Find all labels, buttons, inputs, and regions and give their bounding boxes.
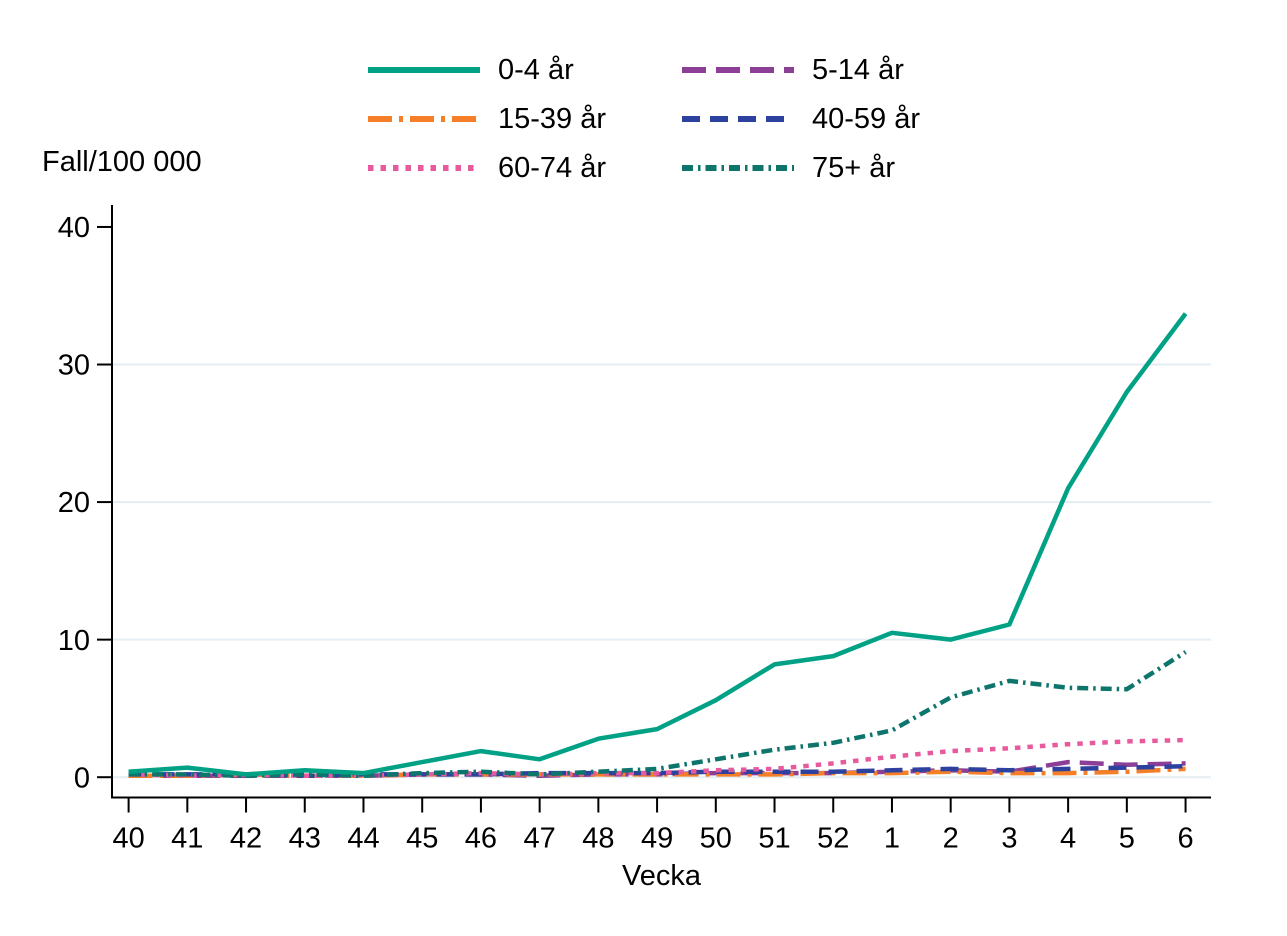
x-tick-label: 4 bbox=[1060, 823, 1076, 855]
x-tick-label: 6 bbox=[1177, 823, 1193, 855]
legend-label: 5-14 år bbox=[812, 53, 904, 86]
legend-label: 0-4 år bbox=[498, 53, 574, 86]
x-axis-title: Vecka bbox=[622, 860, 701, 892]
legend-label: 15-39 år bbox=[498, 102, 607, 135]
legend-label: 75+ år bbox=[812, 151, 896, 184]
x-tick-label: 45 bbox=[406, 823, 438, 855]
x-tick-label: 52 bbox=[817, 823, 849, 855]
y-tick-label: 20 bbox=[58, 487, 90, 519]
x-tick-label: 2 bbox=[943, 823, 959, 855]
legend-item-75+-år: 75+ år bbox=[682, 150, 920, 186]
legend-line-swatch-icon bbox=[682, 116, 794, 122]
x-tick-label: 51 bbox=[758, 823, 790, 855]
x-tick-label: 41 bbox=[171, 823, 203, 855]
y-tick-label: 40 bbox=[58, 212, 90, 244]
x-tick-label: 47 bbox=[524, 823, 556, 855]
x-tick-label: 43 bbox=[289, 823, 321, 855]
legend-line-swatch-icon bbox=[368, 67, 480, 73]
legend-label: 60-74 år bbox=[498, 151, 607, 184]
x-tick-label: 42 bbox=[230, 823, 262, 855]
y-tick-label: 10 bbox=[58, 625, 90, 657]
series-line-60-74-år bbox=[128, 737, 1186, 779]
legend-item-0-4-år: 0-4 år bbox=[368, 52, 664, 88]
x-tick-label: 49 bbox=[641, 823, 673, 855]
legend-item-60-74-år: 60-74 år bbox=[368, 150, 664, 186]
legend-item-5-14-år: 5-14 år bbox=[682, 52, 920, 88]
x-tick-label: 5 bbox=[1119, 823, 1135, 855]
legend-label: 40-59 år bbox=[812, 102, 921, 135]
y-tick-label: 0 bbox=[74, 762, 90, 794]
legend-line-swatch-icon bbox=[682, 165, 794, 171]
chart-legend: 0-4 år 5-14 år 15-39 år 40-59 år 60-74 år 75+… bbox=[368, 52, 920, 186]
x-tick-label: 50 bbox=[700, 823, 732, 855]
y-tick-label: 30 bbox=[58, 350, 90, 382]
legend-item-15-39-år: 15-39 år bbox=[368, 101, 664, 137]
y-axis-title: Fall/100 000 bbox=[42, 146, 202, 178]
x-tick-label: 3 bbox=[1001, 823, 1017, 855]
x-tick-label: 46 bbox=[465, 823, 497, 855]
series-line-0-4-år bbox=[128, 312, 1188, 777]
series-line-75+-år bbox=[128, 650, 1187, 779]
legend-line-swatch-icon bbox=[368, 116, 480, 122]
legend-line-swatch-icon bbox=[682, 67, 794, 73]
x-tick-label: 48 bbox=[582, 823, 614, 855]
x-tick-label: 40 bbox=[112, 823, 144, 855]
legend-item-40-59-år: 40-59 år bbox=[682, 101, 920, 137]
x-tick-label: 1 bbox=[884, 823, 900, 855]
x-tick-label: 44 bbox=[347, 823, 379, 855]
